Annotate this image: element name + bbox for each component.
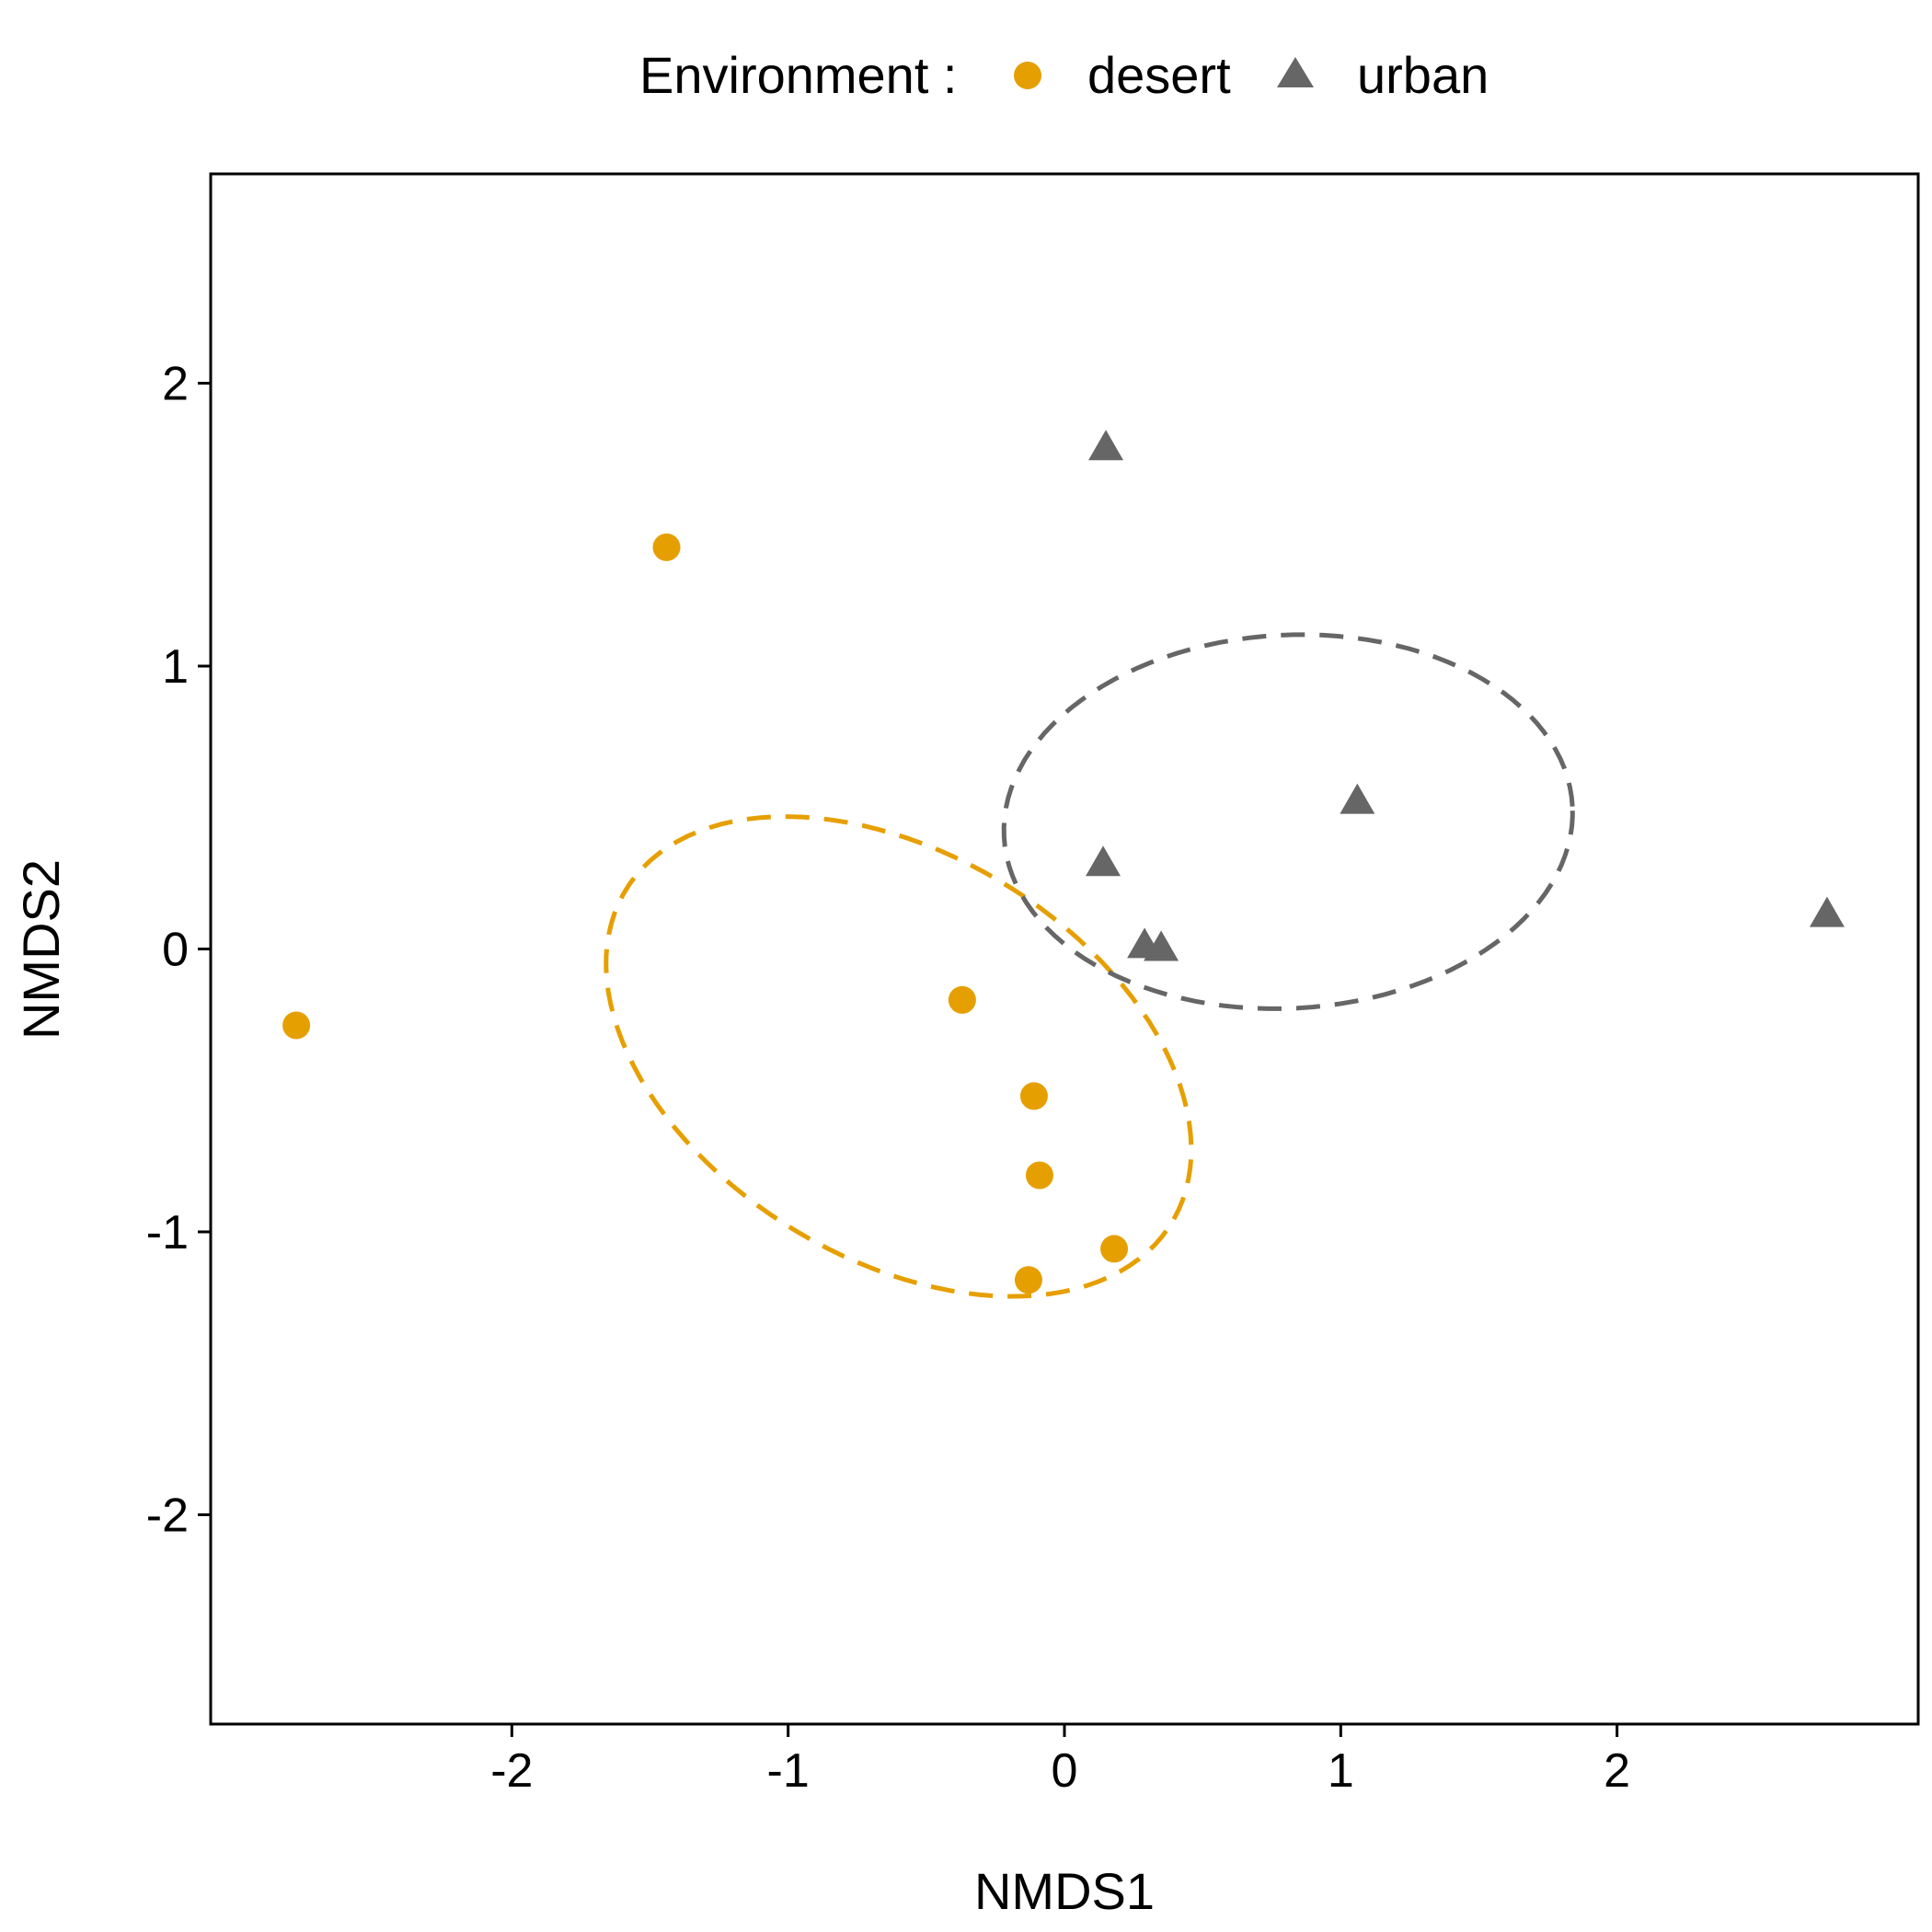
point-desert: [948, 985, 976, 1014]
y-tick-label: 2: [162, 358, 189, 411]
legend-label-urban: urban: [1357, 46, 1489, 104]
legend-desert-circle-icon: [1014, 62, 1041, 89]
point-urban: [1340, 783, 1375, 814]
legend-urban-triangle-icon: [1277, 57, 1314, 87]
point-urban: [1809, 896, 1845, 927]
x-tick-label: -2: [490, 1744, 533, 1798]
point-urban: [1086, 845, 1121, 877]
x-axis: -2 -1 0 1 2: [490, 1724, 1630, 1798]
y-tick-label: -2: [146, 1489, 189, 1542]
legend-title: Environment :: [639, 46, 958, 104]
y-axis-label: NMDS2: [12, 859, 70, 1040]
ellipse-layer: [604, 632, 1575, 1299]
point-desert: [1025, 1161, 1053, 1190]
ellipse-urban: [1001, 632, 1575, 1011]
ellipse-desert: [604, 814, 1194, 1299]
point-desert: [1014, 1266, 1042, 1294]
point-urban: [1088, 430, 1124, 461]
point-desert: [282, 1011, 311, 1040]
x-tick-label: 1: [1328, 1744, 1354, 1798]
x-axis-label: NMDS1: [974, 1862, 1155, 1920]
x-tick-label: 2: [1604, 1744, 1630, 1798]
point-urban: [1144, 930, 1179, 961]
x-tick-label: -1: [767, 1744, 810, 1798]
y-tick-label: 0: [162, 924, 189, 977]
y-axis: -2 -1 0 1 2: [146, 358, 211, 1542]
y-tick-label: 1: [162, 640, 189, 694]
points-layer: [282, 430, 1845, 1294]
legend: Environment : desert urban: [639, 46, 1489, 104]
y-tick-label: -1: [146, 1206, 189, 1259]
point-desert: [1019, 1082, 1048, 1110]
point-desert: [1100, 1235, 1129, 1263]
x-tick-label: 0: [1052, 1744, 1078, 1798]
plot-panel: [209, 172, 1920, 1726]
legend-label-desert: desert: [1087, 46, 1231, 104]
point-desert: [652, 533, 681, 561]
